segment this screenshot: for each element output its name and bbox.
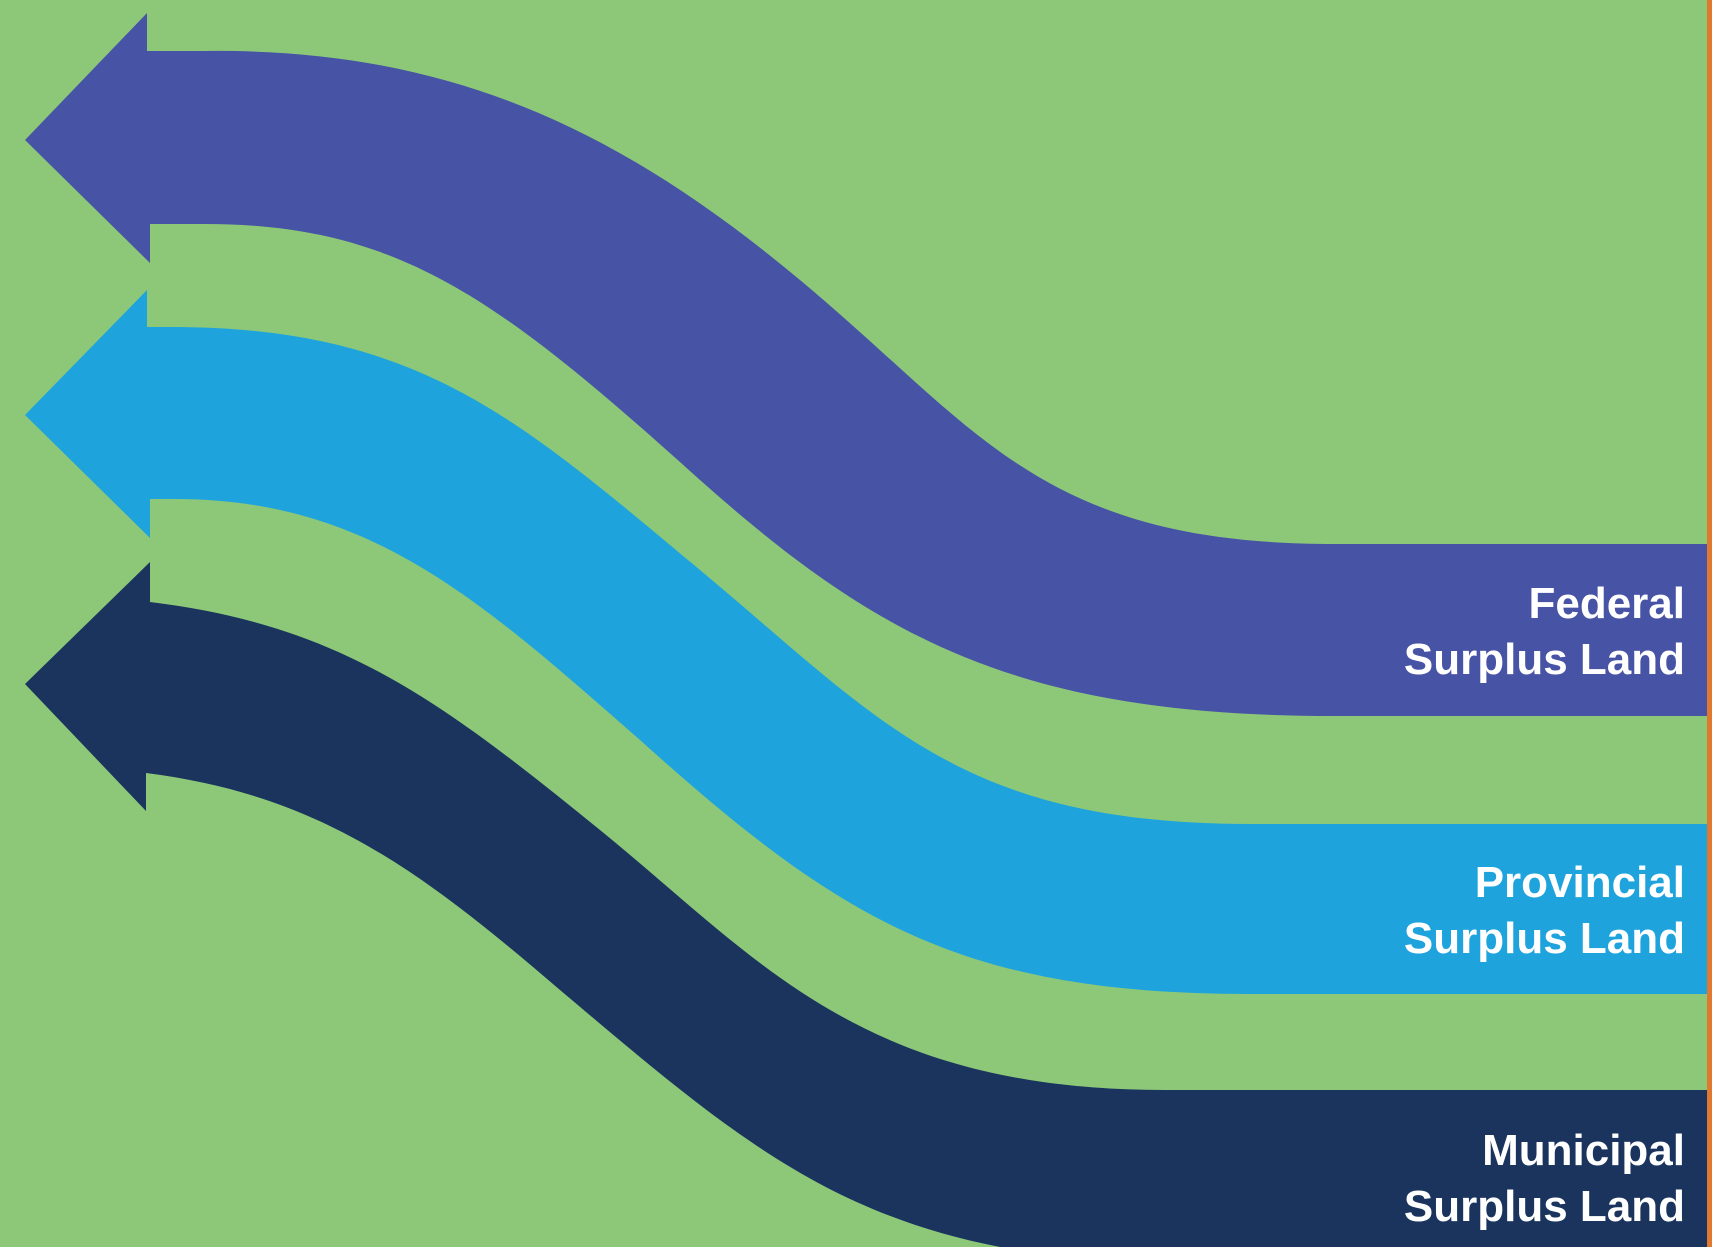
municipal-surplus-land-label: Municipal Surplus Land — [1404, 1123, 1685, 1235]
municipal-label-line1: Municipal — [1482, 1126, 1685, 1175]
federal-label-line1: Federal — [1528, 579, 1685, 628]
provincial-surplus-land-label: Provincial Surplus Land — [1404, 855, 1685, 967]
federal-label-line2: Surplus Land — [1403, 635, 1685, 684]
municipal-label-line2: Surplus Land — [1403, 1182, 1685, 1231]
federal-surplus-land-label: Federal Surplus Land — [1404, 576, 1685, 688]
municipal-arrow — [25, 562, 1712, 1247]
federal-arrow — [25, 13, 1712, 716]
provincial-label-line2: Surplus Land — [1403, 914, 1685, 963]
provincial-arrow — [25, 290, 1712, 994]
right-edge-line — [1707, 0, 1712, 1247]
provincial-label-line1: Provincial — [1474, 858, 1685, 907]
